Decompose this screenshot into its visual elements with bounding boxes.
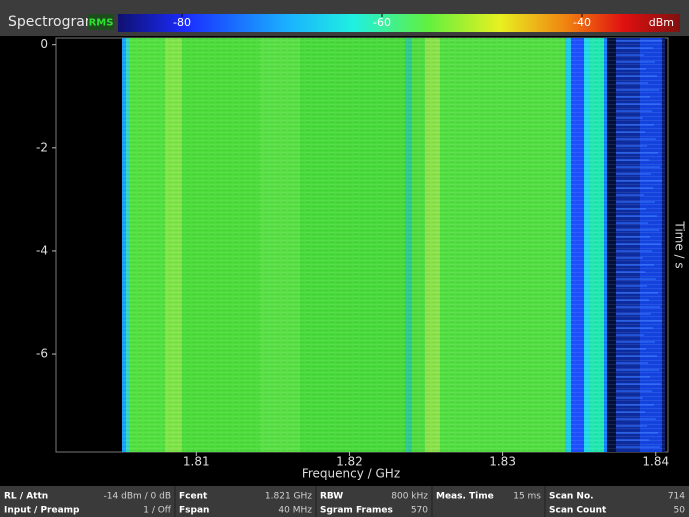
title: Spectrogram bbox=[8, 14, 98, 30]
status-value: 50 bbox=[674, 506, 686, 516]
x-tick-label: 1.83 bbox=[489, 455, 516, 469]
status-value: 570 bbox=[411, 506, 428, 516]
status-value: 15 ms bbox=[513, 492, 541, 502]
status-label: Fspan bbox=[179, 506, 209, 516]
status-label: Fcent bbox=[179, 492, 208, 502]
status-label: Input / Preamp bbox=[4, 506, 80, 516]
status-value: 1.821 GHz bbox=[265, 492, 312, 502]
status-label: Sgram Frames bbox=[320, 506, 393, 516]
colorbar-tick-label: -40 bbox=[573, 16, 591, 29]
x-tick-label: 1.82 bbox=[336, 455, 363, 469]
colorbar-tick-label: -80 bbox=[173, 16, 191, 29]
colorbar-tick-label: -60 bbox=[373, 16, 391, 29]
x-tick-label: 1.84 bbox=[642, 455, 669, 469]
status-value: -14 dBm / 0 dB bbox=[104, 492, 171, 502]
status-label: RL / Attn bbox=[4, 492, 48, 502]
x-tick-label: 1.81 bbox=[183, 455, 210, 469]
screen: Spectrogram RMS dBm Frequency / GHz Time… bbox=[0, 0, 689, 517]
y-tick-label: -4 bbox=[36, 243, 48, 257]
status-value: 40 MHz bbox=[278, 506, 312, 516]
status-value: 800 kHz bbox=[391, 492, 428, 502]
x-axis-title: Frequency / GHz bbox=[302, 467, 400, 481]
texture bbox=[122, 38, 665, 452]
status-label: Meas. Time bbox=[436, 492, 494, 502]
status-label: Scan Count bbox=[549, 506, 607, 516]
status-label: Scan No. bbox=[549, 492, 594, 502]
y-tick-label: -6 bbox=[36, 347, 48, 361]
y-axis-title: Time / s bbox=[673, 220, 687, 268]
colorbar-unit: dBm bbox=[649, 16, 674, 29]
status-value: 714 bbox=[668, 492, 685, 502]
detector: RMS bbox=[89, 18, 114, 29]
colorbar bbox=[118, 14, 680, 32]
y-tick-label: 0 bbox=[40, 37, 48, 51]
page: Spectrogram RMS dBm Frequency / GHz Time… bbox=[0, 0, 689, 517]
y-tick-label: -2 bbox=[36, 140, 48, 154]
status-label: RBW bbox=[320, 492, 343, 502]
status-value: 1 / Off bbox=[143, 506, 172, 516]
